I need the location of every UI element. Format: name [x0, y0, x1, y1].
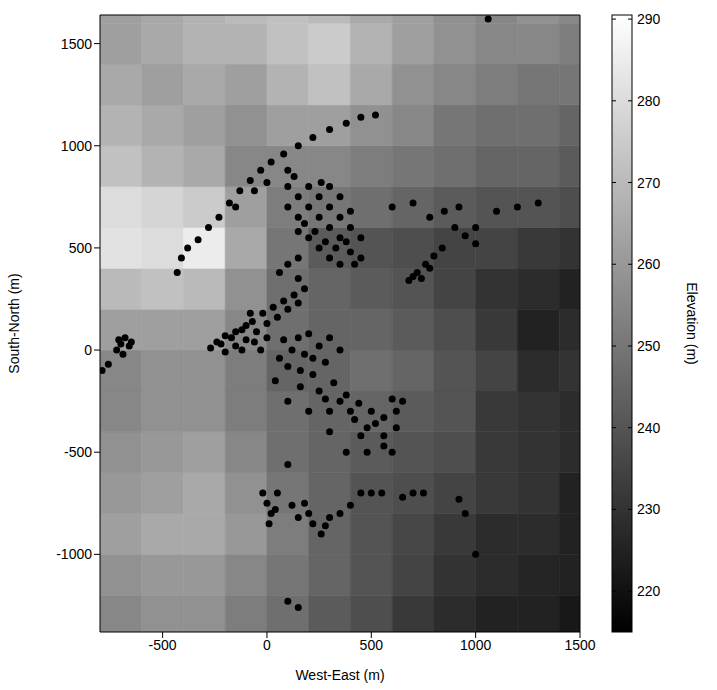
svg-text:1500: 1500 — [61, 36, 92, 52]
svg-text:Elevation (m): Elevation (m) — [684, 282, 700, 364]
svg-text:1000: 1000 — [61, 138, 92, 154]
svg-text:270: 270 — [637, 175, 661, 191]
svg-text:0: 0 — [263, 637, 271, 653]
svg-text:-1000: -1000 — [56, 546, 92, 562]
svg-text:South-North (m): South-North (m) — [6, 273, 22, 373]
svg-text:500: 500 — [69, 240, 93, 256]
svg-text:280: 280 — [637, 93, 661, 109]
svg-text:-500: -500 — [64, 444, 92, 460]
svg-text:250: 250 — [637, 338, 661, 354]
svg-text:240: 240 — [637, 420, 661, 436]
svg-text:220: 220 — [637, 583, 661, 599]
svg-text:1000: 1000 — [460, 637, 491, 653]
svg-text:West-East (m): West-East (m) — [295, 667, 384, 683]
svg-text:260: 260 — [637, 256, 661, 272]
svg-text:290: 290 — [637, 11, 661, 27]
svg-text:500: 500 — [360, 637, 384, 653]
svg-text:1500: 1500 — [564, 637, 595, 653]
svg-text:-500: -500 — [149, 637, 177, 653]
svg-text:0: 0 — [84, 342, 92, 358]
svg-text:230: 230 — [637, 501, 661, 517]
